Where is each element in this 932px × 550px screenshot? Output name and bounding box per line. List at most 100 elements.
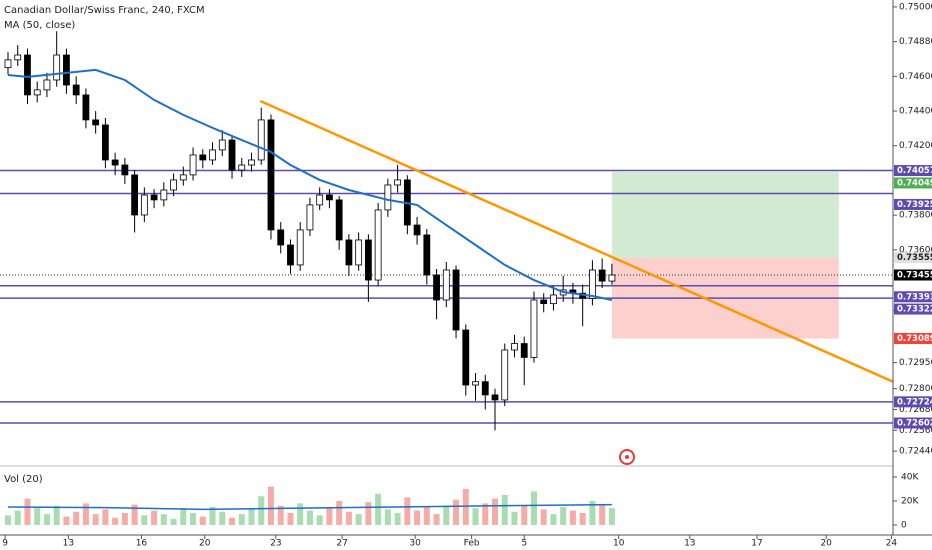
candle-body	[472, 381, 479, 386]
candle-body	[306, 204, 314, 231]
candle-body	[248, 159, 255, 166]
candle-body	[345, 239, 353, 266]
price-tag	[894, 198, 932, 210]
candle-body	[540, 299, 548, 305]
volume-bar	[209, 506, 216, 525]
x-tick-label: 5	[521, 539, 527, 549]
candle-body	[355, 239, 363, 266]
price-tag-label: 0.74049	[897, 178, 932, 188]
volume-bar	[24, 498, 31, 525]
price-tag	[894, 177, 932, 189]
volume-bar	[238, 514, 245, 525]
candle-body	[140, 194, 148, 216]
candle-body	[199, 154, 207, 161]
volume-bar	[589, 500, 596, 525]
candle-body	[14, 54, 22, 61]
candle-body	[257, 119, 265, 161]
x-tick-label: 9	[2, 539, 8, 549]
volume-bar	[229, 517, 236, 525]
price-tag	[894, 396, 932, 408]
candle-body	[296, 229, 304, 266]
volume-bar	[73, 511, 80, 525]
candle-body	[53, 54, 61, 81]
candle-body	[433, 274, 440, 301]
x-tick-label: 27	[336, 539, 347, 549]
candle-body	[131, 174, 139, 216]
price-tag	[894, 269, 932, 281]
volume-bar	[599, 504, 606, 525]
x-tick-label: 20	[820, 539, 832, 549]
candle-body	[4, 59, 12, 69]
candle-body	[481, 381, 489, 396]
price-tag-label: 0.74057	[897, 166, 932, 176]
volume-bar	[608, 508, 615, 525]
volume-bar	[43, 514, 50, 525]
x-tick-label: 24	[886, 539, 898, 549]
volume-bar	[453, 499, 460, 525]
volume-bar	[180, 508, 187, 525]
chart-title: Canadian Dollar/Swiss Franc, 240, FXCM	[4, 5, 205, 16]
x-tick-label: 17	[751, 539, 762, 549]
volume-bar	[462, 488, 469, 525]
volume-bar	[258, 496, 265, 525]
price-tag-label: 0.72724	[897, 397, 932, 407]
volume-bar	[63, 516, 70, 525]
ma-label: MA (50, close)	[4, 20, 75, 31]
candle-body	[63, 54, 70, 86]
candle-body	[72, 84, 80, 96]
candle-body	[179, 174, 187, 181]
volume-bar	[423, 506, 430, 525]
candle-body	[170, 179, 177, 191]
volume-bar	[414, 510, 421, 525]
x-tick-label: 20	[199, 539, 211, 549]
x-tick-label: Feb	[464, 539, 480, 549]
candle-body	[374, 209, 382, 281]
volume-bar	[141, 515, 148, 525]
volume-bar	[569, 510, 576, 525]
volume-bar	[501, 494, 508, 525]
volume-bar	[170, 518, 177, 525]
candle-body	[92, 119, 100, 126]
volume-bar	[151, 510, 158, 525]
volume-bar	[511, 511, 518, 525]
candle-body	[589, 269, 596, 299]
volume-tick-label: 20K	[901, 496, 919, 506]
volume-bar	[560, 506, 567, 525]
candle-body	[394, 179, 402, 186]
candle-body	[442, 269, 450, 301]
candle-body	[82, 94, 90, 121]
candle-body	[189, 154, 197, 176]
candle-body	[160, 189, 168, 201]
candle-body	[111, 159, 119, 166]
volume-bar	[112, 517, 119, 525]
volume-bar	[530, 491, 537, 525]
volume-bar	[482, 503, 489, 525]
volume-bar	[14, 510, 21, 525]
candle-body	[335, 199, 343, 241]
volume-bar	[92, 514, 99, 525]
volume-bar	[316, 515, 323, 525]
candle-body	[24, 54, 31, 96]
candle-body	[423, 234, 431, 276]
trend-line	[259, 99, 894, 384]
price-tag	[894, 303, 932, 315]
volume-bar	[4, 515, 11, 525]
candle-body	[511, 343, 518, 351]
volume-bar	[443, 505, 450, 525]
volume-bar	[131, 504, 138, 525]
price-tag-label: 0.73925	[897, 200, 932, 210]
candle-body	[550, 294, 557, 305]
x-tick-label: 10	[613, 539, 625, 549]
volume-bar	[433, 514, 440, 525]
volume-bar	[306, 510, 313, 525]
volume-bar	[219, 511, 226, 525]
price-tag	[894, 252, 932, 264]
volume-bar	[404, 497, 411, 525]
price-tag	[894, 291, 932, 303]
candle-body	[150, 194, 158, 201]
